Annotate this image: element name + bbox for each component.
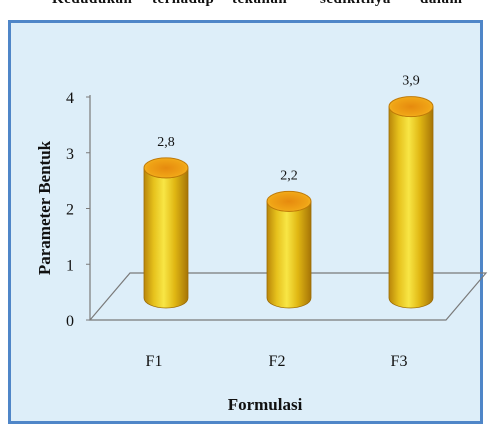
data-label: 3,9 xyxy=(402,74,420,89)
bar-f1: 2,8 F1 xyxy=(143,135,189,370)
bar-f2: 2,2 F2 xyxy=(266,168,312,370)
top-text-fragment: sedikitnya xyxy=(320,0,391,8)
data-label: 2,8 xyxy=(157,135,175,150)
x-tick-label: F2 xyxy=(269,353,286,370)
data-label: 2,2 xyxy=(280,168,298,183)
x-axis-title: Formulasi xyxy=(228,395,303,414)
bar-body xyxy=(143,167,189,309)
bar-body xyxy=(388,106,434,309)
bar-f3: 3,9 F3 xyxy=(388,74,434,370)
chart-floor xyxy=(88,272,488,321)
y-tick-label: 1 xyxy=(66,257,74,274)
bar-top xyxy=(266,190,312,212)
y-axis-ticks: 0 1 2 3 4 xyxy=(66,90,90,330)
top-text-fragment: Kedudukan xyxy=(52,0,132,8)
y-tick-label: 2 xyxy=(66,202,74,219)
x-tick-label: F1 xyxy=(146,353,163,370)
y-tick-label: 0 xyxy=(66,313,74,330)
top-text-fragment: dalam xyxy=(420,0,463,8)
y-axis-title: Parameter Bentuk xyxy=(35,140,54,275)
bar-top xyxy=(388,96,434,118)
x-tick-label: F3 xyxy=(391,353,408,370)
top-text-fragment: terhadap xyxy=(152,0,214,8)
bar-body xyxy=(266,201,312,309)
y-tick-label: 3 xyxy=(66,146,74,163)
clipped-top-text: Kedudukan terhadap tekanan sedikitnya da… xyxy=(0,0,495,20)
y-tick-label: 4 xyxy=(66,90,74,107)
bar-series: 2,8 F1 2,2 F2 3,9 F3 xyxy=(143,74,434,370)
bar-top xyxy=(143,157,189,179)
top-text-fragment: tekanan xyxy=(232,0,287,8)
